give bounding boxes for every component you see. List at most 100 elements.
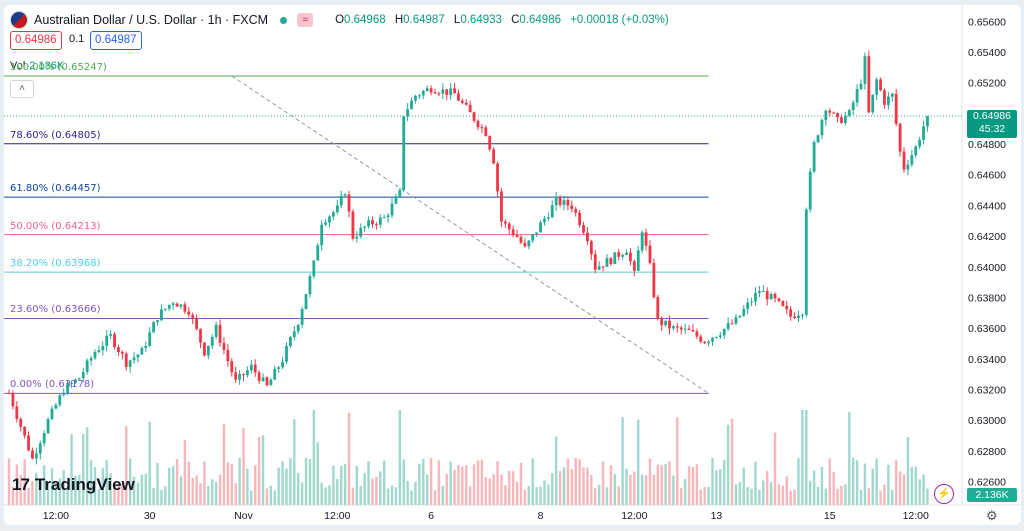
volume-bar [328,485,331,505]
volume-bar [652,474,656,505]
volume-bar [324,487,327,505]
volume-bar [336,479,339,505]
candle-body [824,110,828,120]
candle-body [660,318,664,326]
volume-bar [226,462,230,505]
volume-bar [82,434,85,505]
volume-bar [164,486,167,505]
candle-body [675,326,679,328]
candle-body [605,258,609,267]
volume-bar [621,417,624,505]
candle-body [808,171,812,210]
volume-bar [758,489,761,505]
chart-panel[interactable]: 0.656000.654000.652000.650000.648000.646… [4,5,1021,525]
volume-bar [101,468,104,505]
volume-bar [152,487,155,505]
volume-bar [406,480,409,505]
volume-bar [523,490,527,505]
volume-bar [637,419,640,505]
volume-bar [386,488,390,505]
symbol-title[interactable]: Australian Dollar / U.S. Dollar · 1h · F… [34,13,269,27]
candle-body [335,205,339,213]
candle-body [281,361,284,368]
candle-body [249,364,253,371]
volume-bar [394,487,398,505]
candle-body [617,252,621,257]
volume-bar [769,482,773,505]
volume-bar [547,484,550,505]
candle-body [922,126,925,140]
candle-body [81,371,85,379]
candle-body [781,300,785,306]
candle-body [191,314,195,319]
market-open-icon [280,16,288,24]
volume-bar [218,474,222,505]
candle-body [668,320,671,329]
candle-body [515,235,519,237]
buy-button[interactable]: 0.64987 [90,31,142,50]
candle-body [562,199,566,205]
candle-body [120,351,124,354]
candle-body [890,93,894,97]
volume-bar [355,466,359,505]
candle-body [730,323,734,325]
y-tick-label: 0.63200 [968,384,1006,396]
y-tick-label: 0.65400 [968,47,1006,59]
volume-bar [828,458,831,505]
volume-bar [578,459,581,505]
volume-bar [891,489,894,505]
candle-body [242,373,245,376]
compare-wave-icon[interactable]: ≈ [297,13,314,27]
lightning-icon[interactable]: ⚡ [934,484,954,504]
price-chart[interactable]: 0.656000.654000.652000.650000.648000.646… [4,5,1021,525]
volume-bar [836,488,839,505]
volume-legend: Vol 2.136K [10,60,64,72]
volume-bar [726,424,730,505]
volume-bar [113,487,116,505]
volume-bar [140,474,144,505]
volume-bar [289,458,292,505]
volume-bar [128,458,132,505]
volume-label: Vol [10,60,26,72]
volume-bar [269,485,273,505]
volume-bar [148,421,151,505]
volume-bar [211,479,214,505]
y-tick-label: 0.64200 [968,231,1006,243]
volume-bar [62,470,65,505]
candle-body [218,324,222,343]
tradingview-logo[interactable]: 17 TradingView [12,475,135,495]
candle-body [273,368,277,380]
candle-body [765,291,769,300]
candle-body [503,221,507,224]
candle-body [50,408,54,420]
volume-bar [766,471,769,505]
change-value: +0.00018 (+0.03%) [570,14,669,26]
volume-bar [351,487,355,505]
y-tick-label: 0.65600 [968,16,1006,28]
candle-body [66,383,70,394]
volume-bar [848,412,851,505]
gear-icon[interactable]: ⚙ [986,508,998,523]
candle-body [265,377,269,386]
candle-body [566,199,570,206]
volume-bar [613,474,616,505]
x-tick-label: 12:00 [324,510,350,522]
candle-body [257,372,261,382]
volume-bar [105,460,108,505]
volume-bar [480,459,484,505]
candle-body [703,341,707,344]
collapse-legend-button[interactable]: ˄ [10,80,34,98]
candle-body [863,56,867,84]
candle-body [906,164,910,170]
candle-body [722,328,726,336]
candle-body [105,335,109,347]
candle-body [527,240,531,247]
volume-bar [191,478,194,505]
volume-bar [586,467,589,505]
volume-bar [179,476,183,505]
volume-bar [238,457,241,505]
y-tick-label: 0.62600 [968,476,1006,488]
volume-bar [19,475,22,505]
volume-bar [554,436,558,505]
sell-button[interactable]: 0.64986 [10,31,62,50]
